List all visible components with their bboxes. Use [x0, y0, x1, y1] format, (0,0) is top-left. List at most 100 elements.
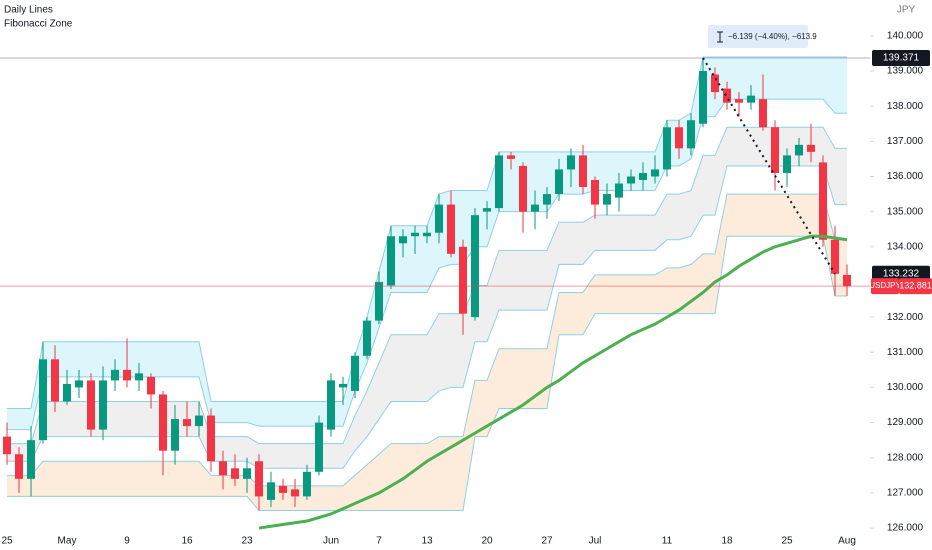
candle-body: [375, 281, 383, 321]
candle-body: [147, 376, 155, 395]
candle-body: [747, 95, 755, 103]
candle-body: [27, 440, 35, 479]
candle-body: [303, 471, 311, 497]
candle-body: [99, 380, 107, 430]
measure-box: [708, 25, 808, 48]
x-tick-label: 25: [1, 536, 13, 547]
candle-body: [327, 380, 335, 430]
y-tick-label: 140.000: [887, 31, 924, 42]
x-tick-label: Aug: [838, 536, 856, 547]
candle-body: [483, 208, 491, 212]
candle-body: [291, 489, 299, 497]
candle-body: [123, 369, 131, 381]
x-tick-label: 16: [181, 536, 193, 547]
price-box: [899, 278, 932, 295]
x-tick-label: 7: [376, 536, 382, 547]
x-tick-label: Jul: [589, 536, 602, 547]
candle-body: [651, 169, 659, 177]
candle-body: [159, 394, 167, 451]
ma-line: [258, 234, 848, 530]
y-tick-label: 138.000: [887, 101, 924, 112]
candle-body: [387, 236, 395, 286]
candle-body: [711, 74, 719, 93]
candle-body: [447, 204, 455, 254]
candle-body: [363, 320, 371, 356]
candle-body: [735, 99, 743, 103]
candle-body: [351, 355, 359, 391]
candle-body: [435, 204, 443, 233]
candle-body: [603, 194, 611, 205]
candle-body: [183, 419, 191, 427]
zone-line: [7, 56, 847, 410]
candle-body: [255, 461, 263, 497]
y-tick-label: 136.000: [887, 171, 924, 182]
candle-body: [675, 127, 683, 149]
candle-body: [567, 155, 575, 170]
x-tick-label: Jun: [323, 536, 339, 547]
candle-body: [471, 215, 479, 318]
candle-body: [627, 176, 635, 184]
y-tick-label: 135.000: [887, 206, 924, 217]
x-tick-label: 13: [421, 536, 433, 547]
candle-body: [723, 88, 731, 103]
candle-body: [555, 169, 563, 195]
y-tick-label: 127.000: [887, 488, 924, 499]
zone-line: [7, 193, 847, 487]
candle-body: [663, 127, 671, 170]
measure-icon: [717, 31, 723, 43]
candle-body: [267, 482, 275, 500]
y-tick-label: 128.000: [887, 452, 924, 463]
price-box: [872, 265, 930, 282]
overlay: 126.000 127.000 128.000 129.000 130.000 131.0…: [0, 25, 932, 547]
candle-body: [771, 127, 779, 173]
zone-fill: [7, 194, 847, 511]
candle-body: [315, 422, 323, 472]
y-tick-label: 131.000: [887, 347, 924, 358]
price-label: 133.232: [883, 268, 920, 279]
candle-body: [615, 183, 623, 198]
candle-body: [63, 383, 71, 402]
candle-body: [507, 155, 515, 159]
candle-body: [3, 436, 11, 455]
zone-line: [7, 235, 847, 511]
indicator-name: Fibonacci Zone: [4, 19, 73, 30]
zone-fill: [7, 127, 847, 469]
candle-body: [231, 468, 239, 479]
candle-body: [783, 155, 791, 173]
y-tick-label: 132.000: [887, 312, 924, 323]
x-tick-label: 18: [721, 536, 733, 547]
candle-body: [171, 419, 179, 451]
candle-body: [51, 359, 59, 402]
candle-body: [87, 380, 95, 430]
indicator-name: Daily Lines: [4, 5, 53, 16]
zone-line: [7, 165, 847, 469]
candle-body: [339, 383, 347, 388]
price-label: 132.881: [899, 281, 932, 291]
candle-body: [795, 144, 803, 156]
price-label: 139.371: [883, 53, 920, 64]
x-tick-label: May: [58, 536, 77, 547]
y-tick-label: 139.000: [887, 66, 924, 77]
candle-body: [399, 236, 407, 244]
candle-body: [591, 180, 599, 205]
y-tick-label: 134.000: [887, 241, 924, 252]
y-tick-label: 126.000: [887, 523, 924, 534]
candle-body: [411, 232, 419, 237]
candle-body: [819, 162, 827, 240]
candle-body: [423, 232, 431, 237]
candle-body: [519, 165, 527, 212]
candle-body: [579, 155, 587, 188]
zone-line: [7, 126, 847, 445]
candle-body: [699, 71, 707, 124]
candle-body: [807, 144, 815, 152]
candle-body: [495, 155, 503, 209]
y-tick-label: 129.000: [887, 417, 924, 428]
candle-body: [243, 468, 251, 479]
candle-body: [39, 359, 47, 441]
candle-body: [195, 415, 203, 427]
currency: JPY: [897, 5, 916, 16]
candle-body: [543, 194, 551, 205]
symbol-box: [871, 278, 899, 295]
y-tick-label: 137.000: [887, 136, 924, 147]
